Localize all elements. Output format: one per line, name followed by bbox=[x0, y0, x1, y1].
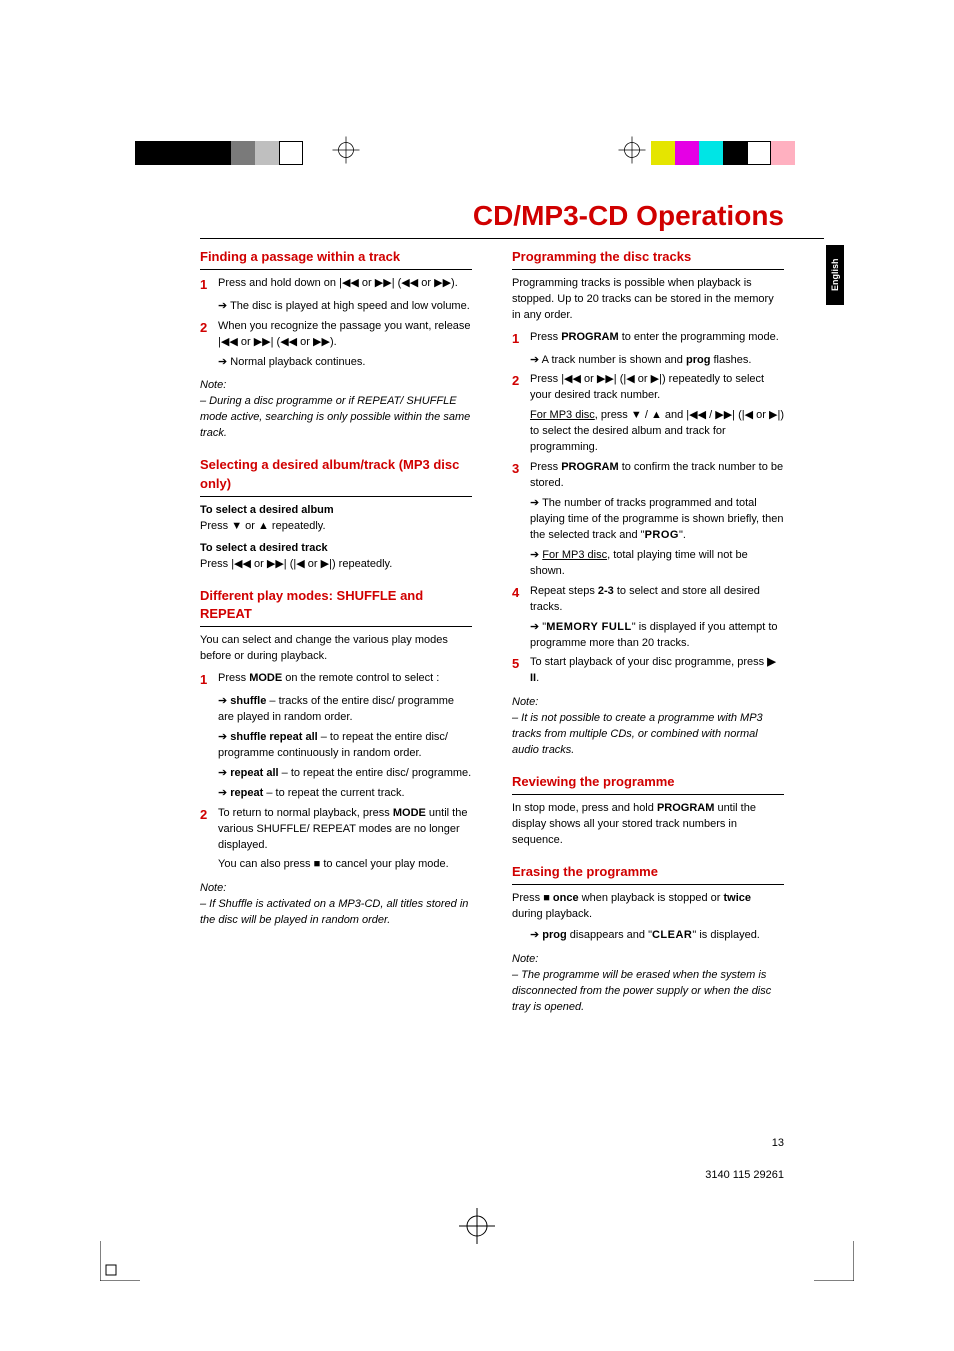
section-finding-passage: Finding a passage within a track bbox=[200, 248, 472, 270]
body-text: You can also press ■ to cancel your play… bbox=[218, 857, 472, 873]
note-text: – If Shuffle is activated on a MP3-CD, a… bbox=[200, 897, 472, 929]
right-column: Programming the disc tracks Programming … bbox=[512, 248, 784, 1016]
body-columns: Finding a passage within a track 1 Press… bbox=[200, 248, 784, 1016]
title-rule bbox=[200, 238, 824, 239]
subheading: To select a desired track bbox=[200, 541, 472, 557]
body-text: Press ■ once when playback is stopped or… bbox=[512, 891, 784, 923]
note-heading: Note: bbox=[512, 952, 784, 968]
note-text: – The programme will be erased when the … bbox=[512, 968, 784, 1016]
crop-mark-br bbox=[814, 1241, 854, 1281]
step-3: 3 Press PROGRAM to confirm the track num… bbox=[512, 460, 784, 492]
note-heading: Note: bbox=[200, 881, 472, 897]
subheading: To select a desired album bbox=[200, 503, 472, 519]
language-tab: English bbox=[826, 245, 844, 305]
body-text: Press |◀◀ or ▶▶| (|◀ or ▶|) repeatedly. bbox=[200, 557, 472, 573]
registration-top-left bbox=[135, 135, 365, 170]
section-programming: Programming the disc tracks bbox=[512, 248, 784, 270]
option-repeat: ➔ repeat – to repeat the current track. bbox=[218, 786, 472, 802]
section-selecting-album: Selecting a desired album/track (MP3 dis… bbox=[200, 456, 472, 497]
step-2: 2 Press |◀◀ or ▶▶| (|◀ or ▶|) repeatedly… bbox=[512, 372, 784, 404]
document-code: 3140 115 29261 bbox=[705, 1169, 784, 1181]
crop-mark-bl bbox=[100, 1241, 140, 1281]
section-reviewing: Reviewing the programme bbox=[512, 773, 784, 795]
option-shuffle: ➔ shuffle – tracks of the entire disc/ p… bbox=[218, 694, 472, 726]
result-text: The disc is played at high speed and low… bbox=[218, 299, 472, 315]
step-1: 1 Press and hold down on |◀◀ or ▶▶| (◀◀ … bbox=[200, 276, 472, 295]
mp3-note: For MP3 disc, press ▼ / ▲ and |◀◀ / ▶▶| … bbox=[530, 408, 784, 456]
body-text: Press ▼ or ▲ repeatedly. bbox=[200, 519, 472, 535]
option-repeat-all: ➔ repeat all – to repeat the entire disc… bbox=[218, 766, 472, 782]
body-text: Programming tracks is possible when play… bbox=[512, 276, 784, 324]
section-play-modes: Different play modes: SHUFFLE and REPEAT bbox=[200, 587, 472, 628]
registration-top bbox=[0, 135, 954, 165]
step-2: 2 To return to normal playback, press MO… bbox=[200, 806, 472, 854]
step-4: 4 Repeat steps 2-3 to select and store a… bbox=[512, 584, 784, 616]
note-text: – It is not possible to create a program… bbox=[512, 711, 784, 759]
footer: 13 3140 115 29261 bbox=[705, 1137, 784, 1181]
option-shuffle-repeat-all: ➔ shuffle repeat all – to repeat the ent… bbox=[218, 730, 472, 762]
note-heading: Note: bbox=[512, 695, 784, 711]
left-column: Finding a passage within a track 1 Press… bbox=[200, 248, 472, 1016]
registration-cross-bottom bbox=[457, 1206, 497, 1251]
body-text: You can select and change the various pl… bbox=[200, 633, 472, 665]
registration-top-right bbox=[613, 135, 819, 170]
step-2: 2 When you recognize the passage you wan… bbox=[200, 319, 472, 351]
page-title: CD/MP3-CD Operations bbox=[473, 200, 784, 232]
body-text: In stop mode, press and hold PROGRAM unt… bbox=[512, 801, 784, 849]
step-1: 1 Press PROGRAM to enter the programming… bbox=[512, 330, 784, 349]
result-text: "MEMORY FULL" is displayed if you attemp… bbox=[530, 620, 784, 652]
note-heading: Note: bbox=[200, 378, 472, 394]
result-text: prog disappears and "CLEAR" is displayed… bbox=[530, 928, 784, 944]
section-erasing: Erasing the programme bbox=[512, 863, 784, 885]
result-text: Normal playback continues. bbox=[218, 355, 472, 371]
result-text: The number of tracks programmed and tota… bbox=[530, 496, 784, 544]
mp3-note: ➔ For MP3 disc, total playing time will … bbox=[530, 548, 784, 580]
step-5: 5 To start playback of your disc program… bbox=[512, 655, 784, 687]
result-text: A track number is shown and prog flashes… bbox=[530, 353, 784, 369]
page-number: 13 bbox=[705, 1137, 784, 1149]
note-text: – During a disc programme or if REPEAT/ … bbox=[200, 394, 472, 442]
step-1: 1 Press MODE on the remote control to se… bbox=[200, 671, 472, 690]
